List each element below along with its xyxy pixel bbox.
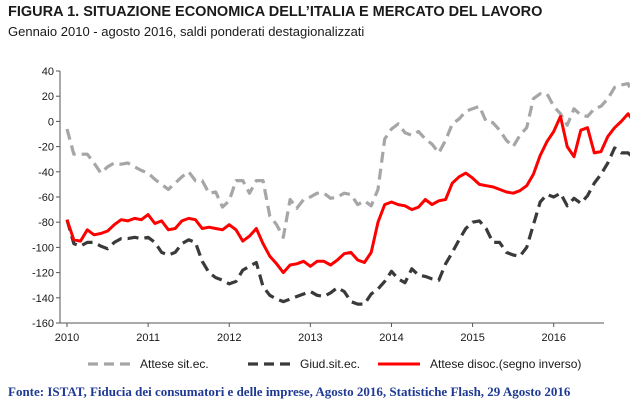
series-line-attese-sit-ec <box>65 81 630 239</box>
y-tick-label: -120 <box>32 268 54 280</box>
x-tick-label: 2015 <box>460 332 484 344</box>
y-tick-label: -140 <box>32 293 54 305</box>
x-tick-label: 2014 <box>379 332 403 344</box>
legend-label: Giud.sit.ec. <box>300 357 360 371</box>
legend-label: Attese disoc.(segno inverso) <box>430 357 581 371</box>
x-tick-label: 2011 <box>136 332 160 344</box>
y-tick-label: -100 <box>32 242 54 254</box>
y-tick-label: 40 <box>42 66 54 78</box>
y-tick-label: -160 <box>32 318 54 330</box>
x-tick-label: 2012 <box>217 332 241 344</box>
x-tick-label: 2013 <box>298 332 322 344</box>
y-tick-label: -20 <box>38 142 54 154</box>
y-tick-label: -60 <box>38 192 54 204</box>
legend-label: Attese sit.ec. <box>140 357 209 371</box>
y-tick-label: 20 <box>42 91 54 103</box>
legend: Attese sit.ec. Giud.sit.ec. Attese disoc.(… <box>88 357 581 371</box>
y-tick-label: 0 <box>48 116 54 128</box>
series-line-giud-sit-ec <box>65 146 630 306</box>
y-tick-label: -40 <box>38 167 54 179</box>
chart-title: FIGURA 1. SITUAZIONE ECONOMICA DELL’ITAL… <box>8 4 543 20</box>
series-line-attese-disoc-segno-inverso <box>65 112 630 275</box>
series-layer <box>65 81 630 306</box>
y-tick-label: -80 <box>38 217 54 229</box>
x-tick-label: 2010 <box>55 332 79 344</box>
source-note: Fonte: ISTAT, Fiducia dei consumatori e … <box>8 384 571 399</box>
chart-subtitle: Gennaio 2010 - agosto 2016, saldi ponder… <box>8 24 365 39</box>
x-tick-label: 2016 <box>541 332 565 344</box>
